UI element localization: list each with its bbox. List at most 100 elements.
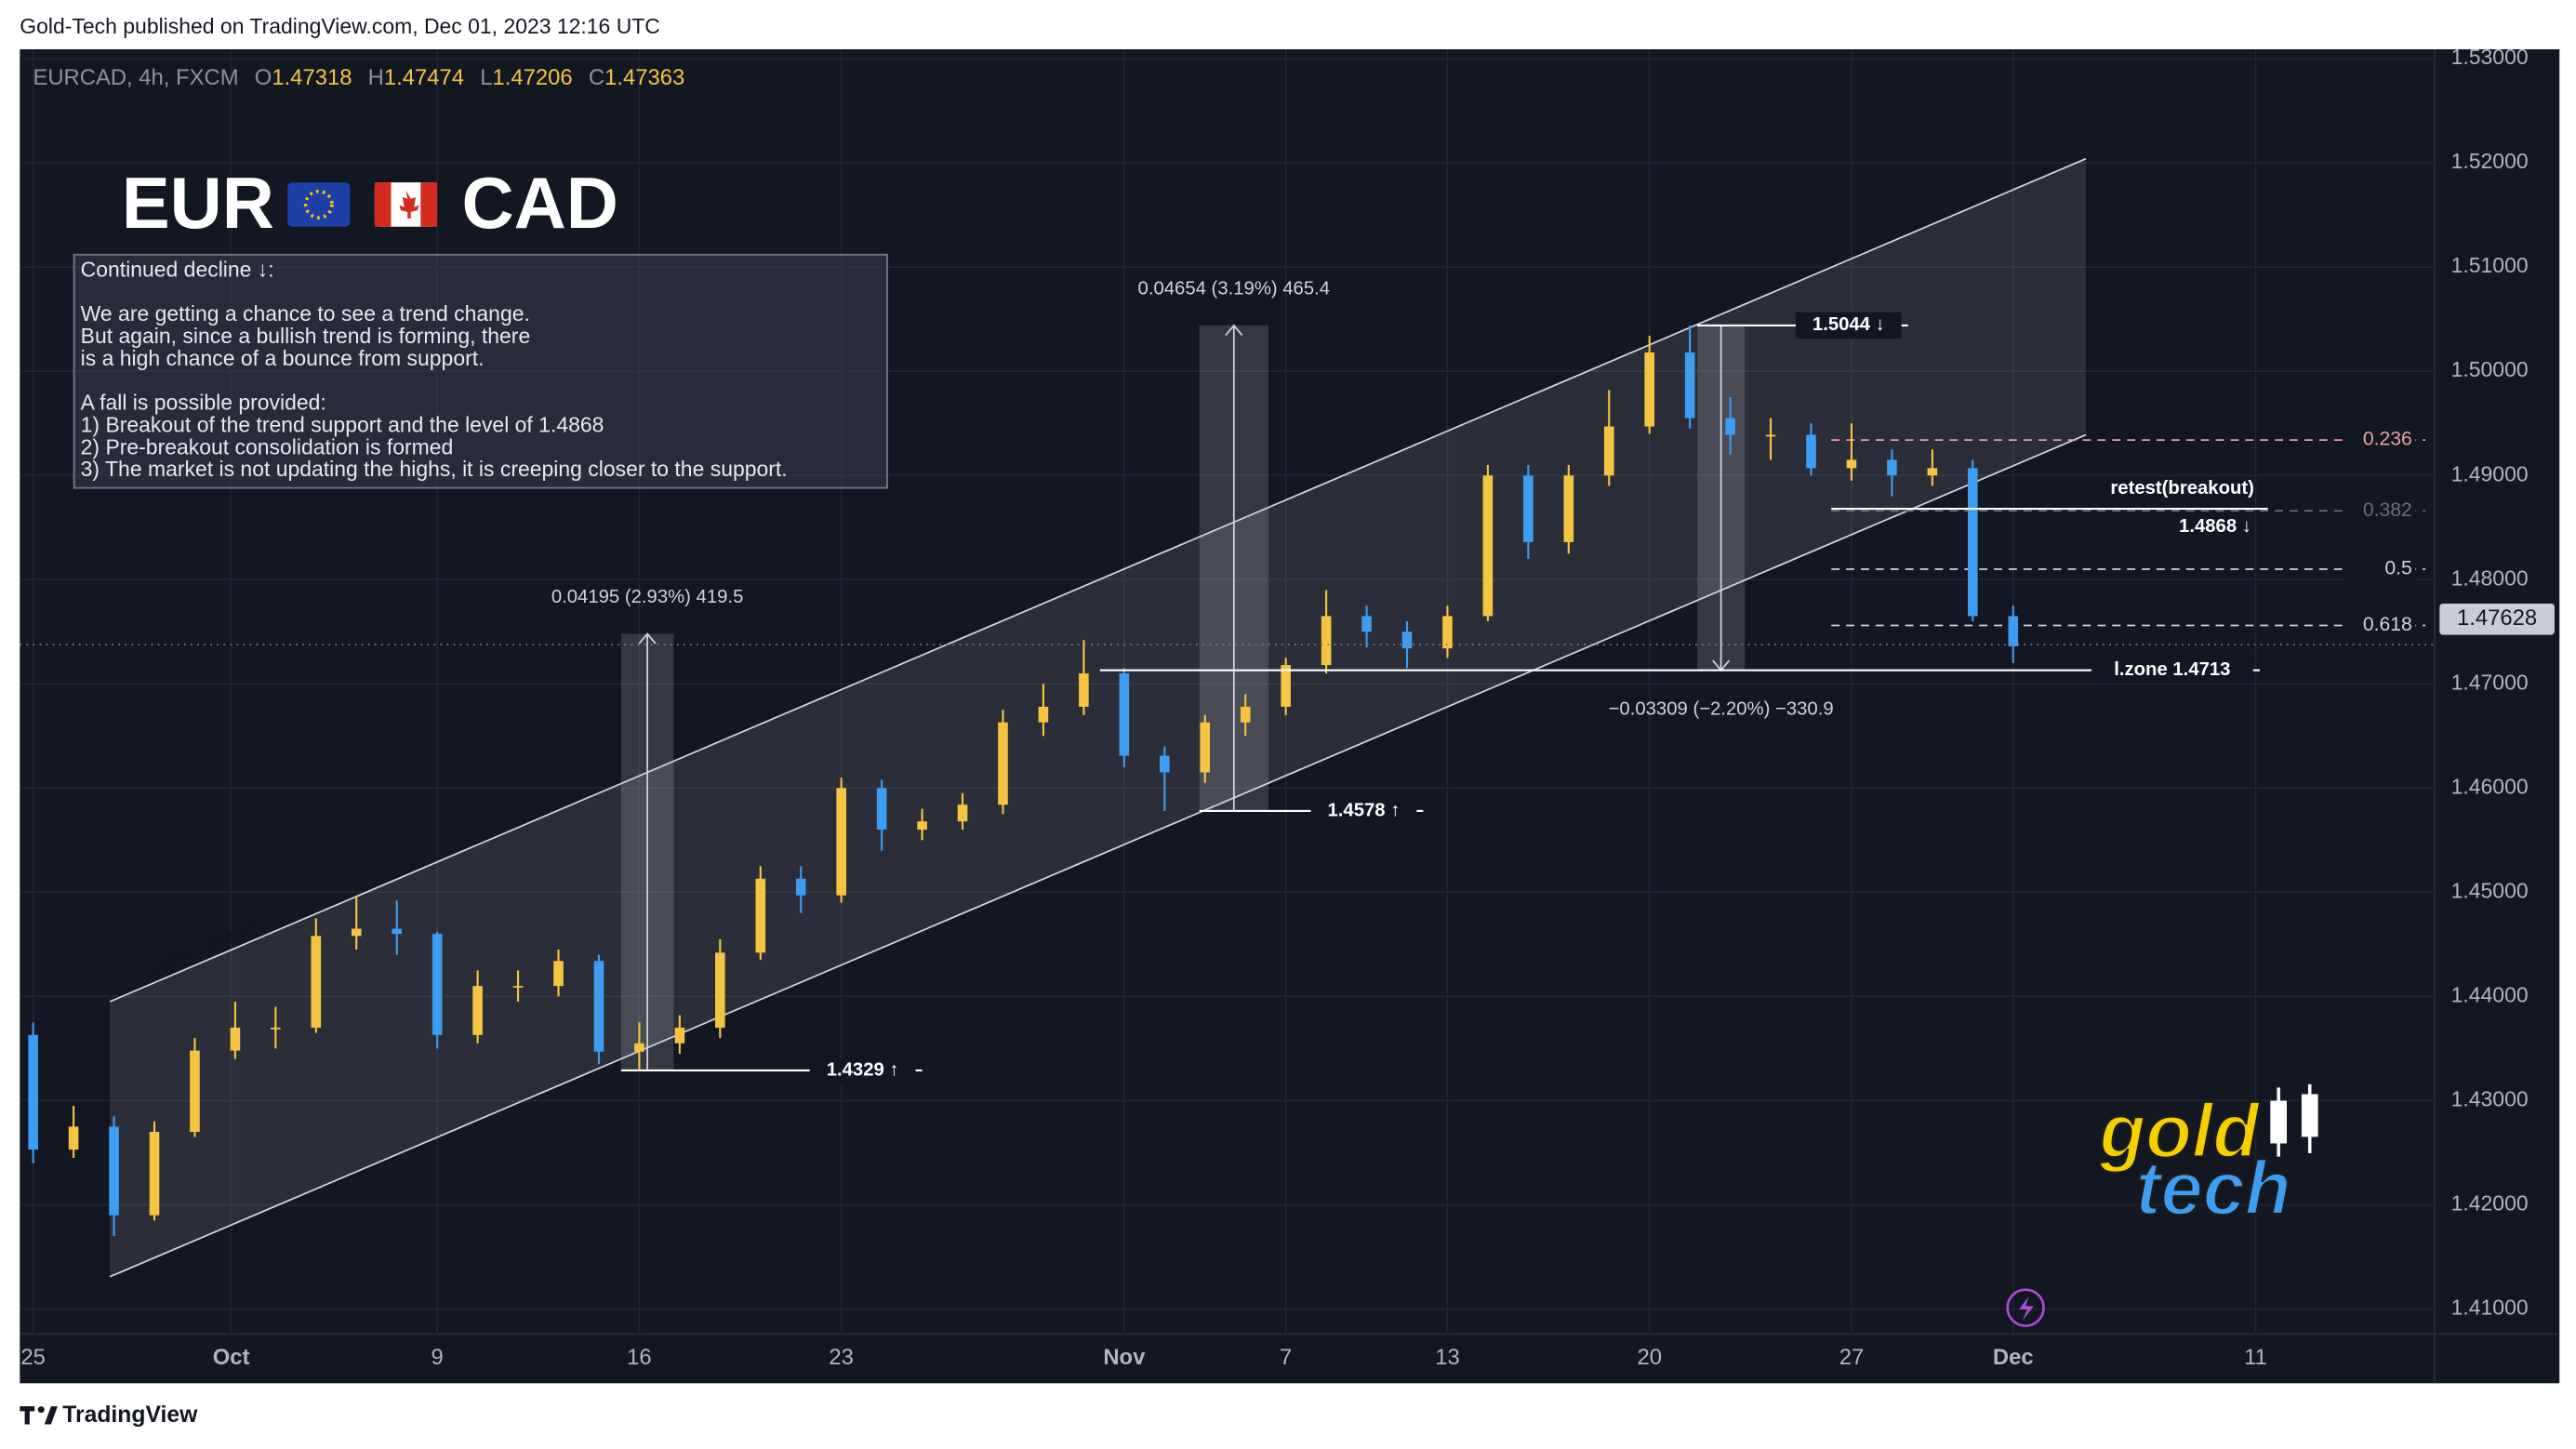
note-line: 3) The market is not updating the highs,… (81, 457, 788, 481)
x-tick-label: 23 (829, 1345, 854, 1370)
x-tick-label: 25 (20, 1345, 46, 1370)
candle-body (392, 928, 403, 935)
x-tick-label: 7 (1280, 1345, 1292, 1370)
candle-body (1927, 468, 1938, 476)
candle-body (1321, 616, 1332, 666)
y-tick-label: 1.46000 (2451, 774, 2529, 798)
fib-label: 0.618 (2363, 614, 2412, 635)
note-line: 2) Pre-breakout consolidation is formed (81, 434, 454, 459)
candle-body (553, 961, 564, 987)
measure-label: 0.04195 (2.93%) 419.5 (551, 587, 744, 607)
candle-body (109, 1126, 119, 1216)
x-tick-label: 13 (1435, 1345, 1460, 1370)
y-tick-label: 1.50000 (2451, 357, 2529, 381)
y-tick-label: 1.41000 (2451, 1296, 2529, 1320)
candle-body (1968, 468, 1978, 617)
candle-body (2008, 616, 2019, 646)
fib-label: 0.5 (2384, 558, 2411, 579)
candle-body (1765, 434, 1776, 437)
level-label: 1.4868 ↓ (2179, 516, 2251, 537)
candle-body (149, 1132, 160, 1216)
candle-body (311, 936, 322, 1028)
level-label: 1.5044 ↓ (1812, 314, 1885, 335)
x-tick-label: 27 (1839, 1345, 1865, 1370)
x-tick-label: 9 (432, 1345, 444, 1370)
x-tick-label: 20 (1637, 1345, 1662, 1370)
fib-label-bg (2343, 557, 2416, 581)
candle-body (512, 986, 524, 988)
logo-gold: gold (2099, 1089, 2262, 1174)
footer-brand: TradingView (62, 1402, 198, 1428)
h-value: 1.47474 (384, 65, 464, 90)
candle-body (1240, 706, 1251, 723)
c-label: C (589, 65, 604, 90)
candle-body (1846, 459, 1857, 469)
last-price-label: 1.47628 (2457, 605, 2537, 631)
alert-bolt (2019, 1296, 2034, 1322)
alert-icon[interactable] (2006, 1288, 2045, 1327)
level-label-bg (1310, 797, 1417, 825)
tv-logo (20, 1406, 58, 1425)
candle-body (1887, 459, 1897, 476)
x-tick-label: Oct (213, 1345, 250, 1370)
fib-label-bg (2343, 614, 2416, 637)
title-right: CAD (461, 164, 617, 244)
candle-body (634, 1043, 644, 1052)
candle-body (432, 934, 443, 1035)
c-value: 1.47363 (604, 65, 684, 90)
candle-body (715, 952, 725, 1028)
y-tick-label: 1.45000 (2451, 878, 2529, 902)
fib-label-bg (2343, 428, 2416, 452)
y-tick-label: 1.52000 (2451, 149, 2529, 173)
measure-arrowhead (1225, 324, 1243, 337)
measure-arrowhead (638, 632, 657, 645)
measure-label: −0.03309 (−2.20%) −330.9 (1609, 698, 1834, 719)
note-text: Continued decline ↓: We are getting a cha… (81, 258, 788, 482)
fib-label: 0.236 (2363, 429, 2412, 450)
candle-body (917, 821, 927, 831)
candle-body (1200, 722, 1211, 773)
measure-label: 0.04654 (3.19%) 465.4 (1138, 278, 1331, 299)
y-tick-label: 1.53000 (2451, 45, 2529, 69)
channel-fill (110, 158, 2086, 1277)
candle-body (1644, 352, 1655, 427)
level-label-bg (809, 1057, 916, 1084)
candle-body (674, 1027, 685, 1044)
candle-body (1119, 673, 1130, 756)
logo-tech: tech (2135, 1147, 2291, 1231)
candle-body (876, 788, 887, 831)
last-price-bg (2439, 604, 2555, 635)
candle-body (1079, 673, 1089, 707)
channel-upper (109, 157, 2087, 1003)
note-line: A fall is possible provided: (81, 391, 326, 415)
candle-body (593, 961, 604, 1052)
candle-body (1806, 434, 1816, 469)
o-value: 1.47318 (272, 65, 352, 90)
y-tick-label: 1.47000 (2451, 670, 2529, 694)
candle-body (1401, 631, 1413, 649)
candle-body (230, 1027, 241, 1051)
y-tick-label: 1.43000 (2451, 1086, 2529, 1110)
o-label: O (255, 65, 272, 90)
candle-body (795, 878, 806, 896)
note-line: is a high chance of a bounce from suppor… (81, 346, 485, 370)
eu-flag (287, 182, 351, 227)
note-line: We are getting a chance to see a trend c… (81, 301, 530, 326)
candle-body (1281, 665, 1291, 707)
l-value: 1.47206 (493, 65, 573, 90)
level-label-bg (1795, 312, 1902, 339)
symbol: EURCAD, 4h, FXCM (33, 65, 238, 90)
channel-lower (109, 433, 2087, 1278)
h-label: H (368, 65, 384, 90)
level-label: 1.4329 ↑ (827, 1059, 899, 1080)
note-line: 1) Breakout of the trend support and the… (81, 412, 604, 436)
candle-body (998, 722, 1008, 805)
candle-body (1603, 426, 1614, 476)
note-line: But again, since a bullish trend is form… (81, 324, 531, 348)
level-label-bg (2091, 657, 2253, 684)
note-heading: Continued decline ↓: (81, 258, 274, 282)
candle-body (68, 1126, 79, 1150)
candle-body (190, 1050, 200, 1133)
candle-body (1725, 418, 1735, 435)
